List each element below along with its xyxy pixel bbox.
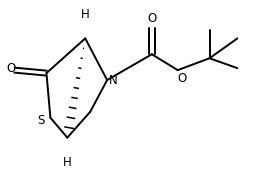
Text: O: O bbox=[6, 62, 15, 75]
Text: O: O bbox=[147, 12, 156, 25]
Text: N: N bbox=[108, 74, 117, 87]
Text: H: H bbox=[81, 8, 89, 21]
Text: O: O bbox=[176, 72, 186, 85]
Text: S: S bbox=[37, 114, 44, 127]
Text: H: H bbox=[63, 156, 71, 169]
